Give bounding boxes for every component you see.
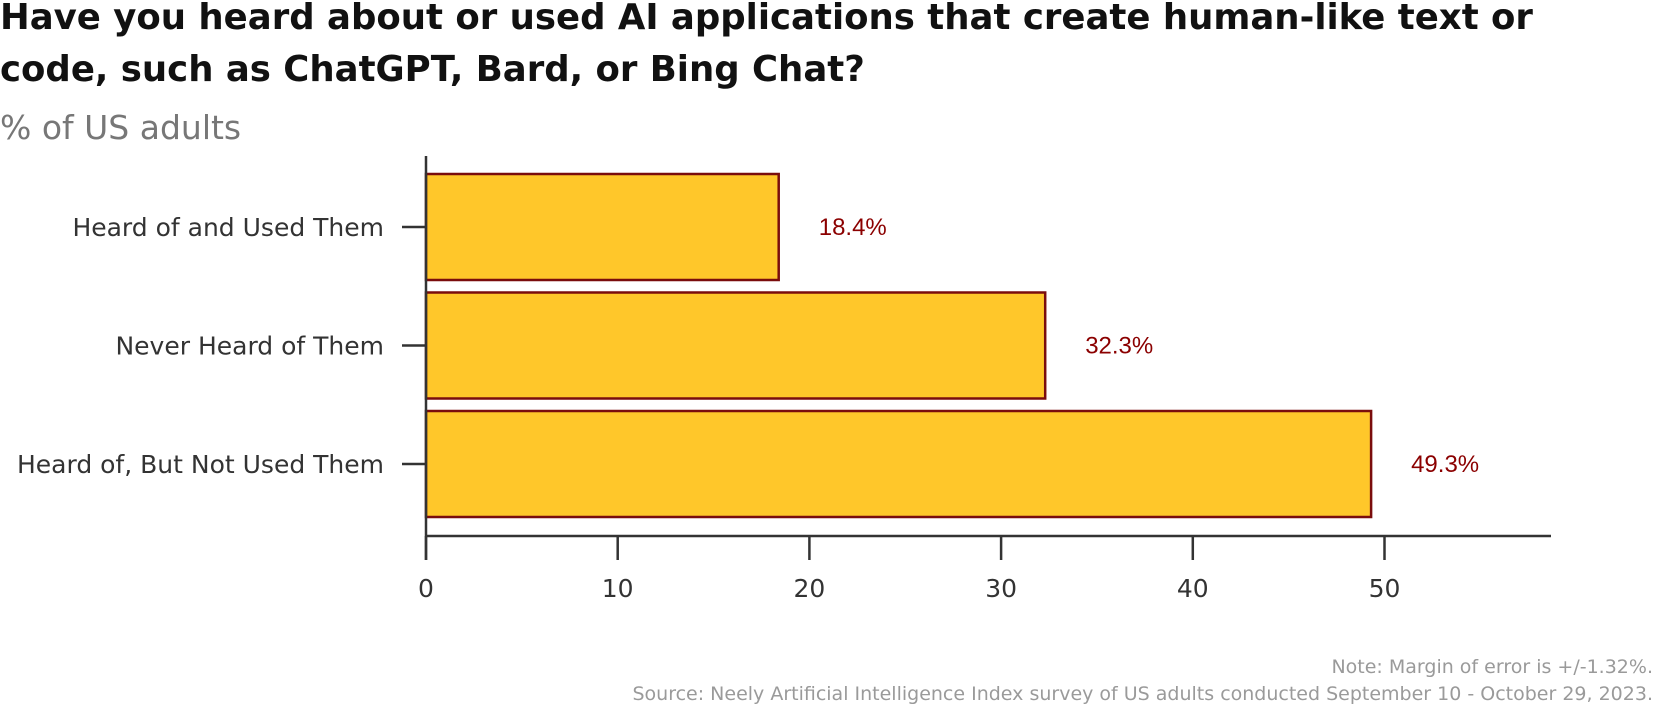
value-label: 32.3% [1085, 333, 1153, 360]
x-tick-label: 0 [418, 574, 434, 603]
bar [424, 409, 1373, 519]
bar [424, 291, 1047, 400]
category-label: Heard of, But Not Used Them [17, 450, 384, 479]
x-tick-label: 50 [1369, 574, 1401, 603]
bar [424, 172, 780, 282]
chart-subtitle: % of US adults [0, 108, 242, 147]
x-tick-label: 30 [985, 574, 1017, 603]
source-note: Source: Neely Artificial Intelligence In… [632, 683, 1653, 705]
category-label: Never Heard of Them [115, 332, 384, 361]
x-tick-label: 40 [1177, 574, 1209, 603]
x-tick-label: 20 [793, 574, 825, 603]
x-tick-label: 10 [602, 574, 634, 603]
value-label: 18.4% [819, 214, 887, 241]
bar-chart: Heard of and Used Them 18.4% Never Heard o… [17, 156, 1551, 603]
value-label: 49.3% [1411, 451, 1479, 478]
margin-of-error-note: Note: Margin of error is +/-1.32%. [1331, 656, 1653, 678]
chart-title: Have you heard about or used AI applicat… [0, 0, 1533, 90]
category-label: Heard of and Used Them [72, 213, 384, 242]
